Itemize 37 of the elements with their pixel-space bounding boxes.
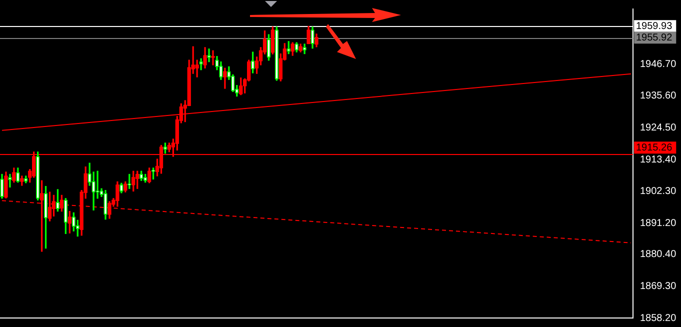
candlestick xyxy=(294,42,298,52)
candlestick xyxy=(207,48,211,62)
candlestick xyxy=(120,182,124,194)
candlestick xyxy=(163,142,168,154)
y-tick-label: 1902.30 xyxy=(640,186,677,198)
candlestick xyxy=(286,41,290,54)
candlestick xyxy=(16,168,20,183)
ref-line-label: 1955.92 xyxy=(636,32,673,44)
candlestick xyxy=(211,50,215,66)
ref-line-label: 1915.26 xyxy=(636,142,673,154)
candlestick xyxy=(72,212,76,232)
candlestick xyxy=(0,174,4,199)
candlestick xyxy=(44,186,48,249)
candlestick xyxy=(24,176,28,184)
candlestick xyxy=(302,44,306,54)
y-tick-label: 1858.20 xyxy=(640,312,677,324)
candlestick xyxy=(140,170,144,181)
candlestick xyxy=(56,189,60,212)
y-tick-label: 1924.50 xyxy=(640,122,677,134)
candlestick xyxy=(199,58,203,70)
y-tick-label: 1946.70 xyxy=(640,58,677,70)
y-tick-label: 1935.60 xyxy=(640,90,677,102)
candlestick xyxy=(64,198,68,234)
candlestick xyxy=(143,174,148,183)
ref-line-label: 1959.93 xyxy=(636,20,673,32)
y-tick-label: 1891.20 xyxy=(640,218,677,230)
candlestick xyxy=(250,52,255,74)
candlestick xyxy=(104,190,108,220)
candlestick xyxy=(266,34,271,61)
y-tick-label: 1913.40 xyxy=(640,154,677,166)
candlestick xyxy=(96,170,100,199)
candlestick xyxy=(36,152,40,200)
candlestick xyxy=(128,174,132,189)
y-tick-label: 1869.30 xyxy=(640,280,677,292)
candlestick xyxy=(8,174,12,188)
y-tick-label: 1880.40 xyxy=(640,249,677,260)
candlestick xyxy=(195,60,199,78)
